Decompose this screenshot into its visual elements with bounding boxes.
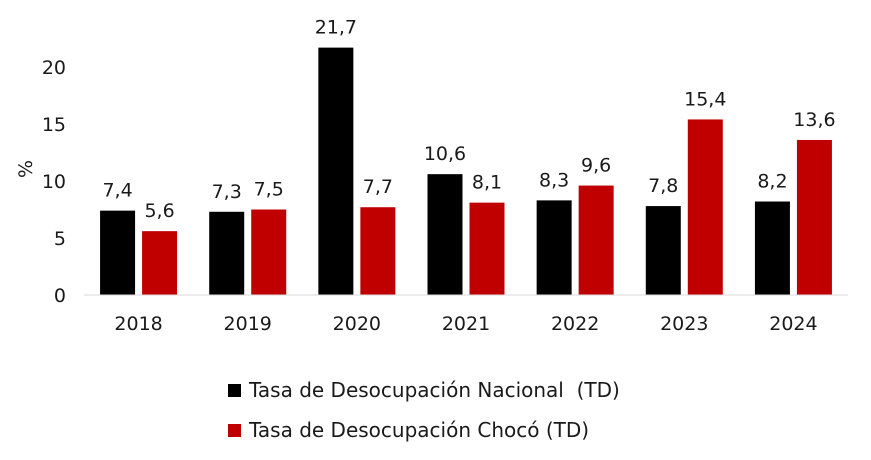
y-tick-label: 5 <box>54 228 66 250</box>
bar-choco-2023 <box>687 119 723 295</box>
x-tick-label-2024: 2024 <box>769 313 817 335</box>
x-tick-label-2019: 2019 <box>224 313 272 335</box>
data-label-nacional-2019: 7,3 <box>212 181 242 203</box>
y-tick-label: 10 <box>42 171 66 193</box>
x-tick-label-2018: 2018 <box>114 313 162 335</box>
x-tick-label-2021: 2021 <box>442 313 490 335</box>
data-label-nacional-2018: 7,4 <box>102 180 132 202</box>
bar-choco-2018 <box>142 231 178 295</box>
bar-nacional-2024 <box>754 201 790 295</box>
y-tick-label: 0 <box>54 285 66 307</box>
legend-item-choco: Tasa de Desocupación Chocó (TD) <box>228 416 620 444</box>
data-labels: 7,4 5,6 7,3 7,5 21,7 7,7 10,6 8,1 8,3 9,6 7,8 15,4 8… <box>102 17 835 223</box>
data-label-choco-2021: 8,1 <box>472 172 502 194</box>
data-label-choco-2023: 15,4 <box>684 88 726 110</box>
data-label-choco-2024: 13,6 <box>793 109 835 131</box>
data-label-nacional-2023: 7,8 <box>648 175 678 197</box>
bar-nacional-2022 <box>536 200 572 295</box>
x-tick-label-2023: 2023 <box>660 313 708 335</box>
data-label-choco-2020: 7,7 <box>363 176 393 198</box>
bar-nacional-2023 <box>645 206 681 295</box>
bar-nacional-2018 <box>100 210 136 295</box>
bar-choco-2021 <box>469 202 505 295</box>
bar-choco-2022 <box>578 185 614 295</box>
x-tick-label-2020: 2020 <box>333 313 381 335</box>
data-label-choco-2022: 9,6 <box>581 155 611 177</box>
y-tick-label: 15 <box>42 114 66 136</box>
data-label-nacional-2020: 21,7 <box>315 17 357 39</box>
data-label-nacional-2022: 8,3 <box>539 169 569 191</box>
y-axis-title: % <box>15 160 37 178</box>
legend-label-nacional: Tasa de Desocupación Nacional (TD) <box>249 378 620 402</box>
y-axis-ticks: 0 5 10 15 20 <box>42 57 66 307</box>
legend: Tasa de Desocupación Nacional (TD) Tasa … <box>228 376 620 456</box>
legend-swatch-nacional <box>228 383 241 397</box>
y-tick-label: 20 <box>42 57 66 79</box>
bar-choco-2019 <box>251 209 287 295</box>
bar-nacional-2020 <box>318 47 354 296</box>
bar-choco-2020 <box>360 207 396 295</box>
bar-nacional-2019 <box>209 211 245 295</box>
data-label-nacional-2024: 8,2 <box>757 171 787 193</box>
data-label-choco-2018: 5,6 <box>144 200 174 222</box>
legend-swatch-choco <box>228 423 241 437</box>
x-tick-label-2022: 2022 <box>551 313 599 335</box>
bar-choco-2024 <box>796 139 832 295</box>
legend-label-choco: Tasa de Desocupación Chocó (TD) <box>249 418 590 442</box>
x-axis-categories: 2018 2019 2020 2021 2022 2023 2024 <box>114 313 817 335</box>
legend-item-nacional: Tasa de Desocupación Nacional (TD) <box>228 376 620 404</box>
data-label-choco-2019: 7,5 <box>254 179 284 201</box>
bar-nacional-2021 <box>427 174 463 295</box>
bar-groups <box>100 47 832 296</box>
data-label-nacional-2021: 10,6 <box>424 143 466 165</box>
